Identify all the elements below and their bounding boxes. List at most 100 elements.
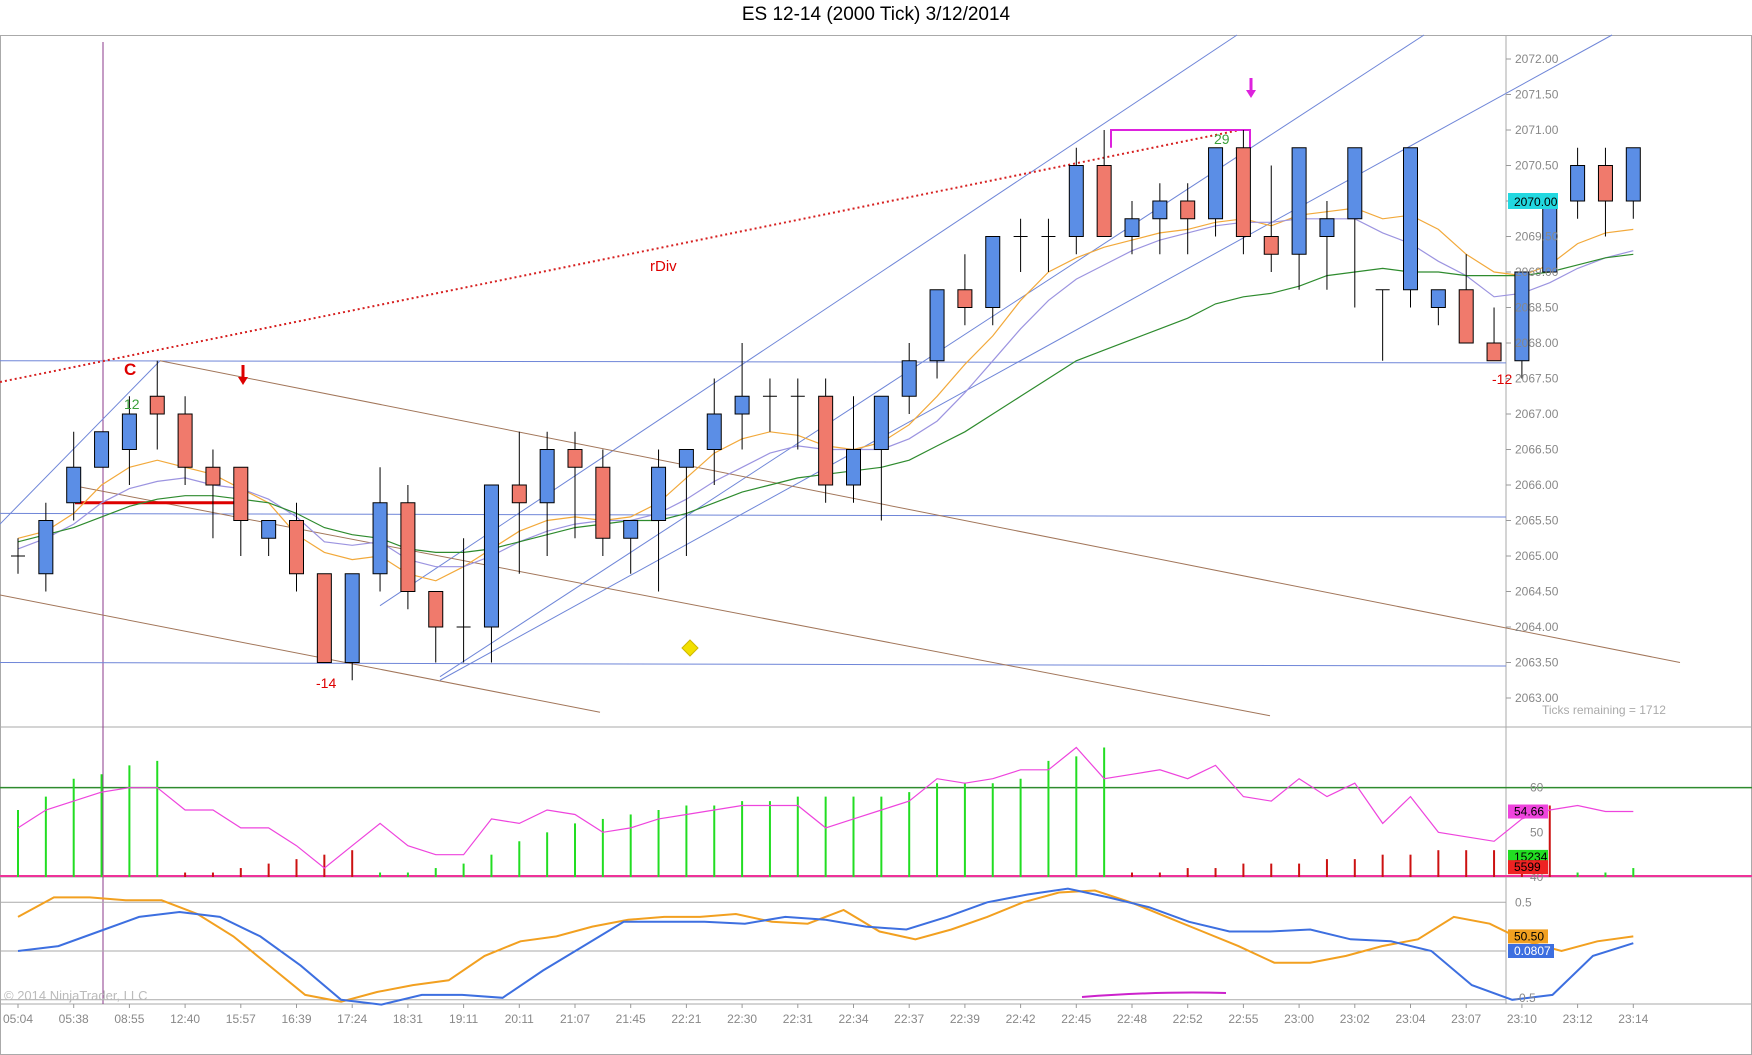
candle-up-body (1319, 218, 1335, 237)
time-tick-label: 23:07 (1451, 1012, 1481, 1026)
candle (651, 449, 667, 592)
candle (1291, 147, 1307, 290)
candle-down-body (149, 395, 165, 415)
midline (0, 512, 1507, 518)
candle (1542, 200, 1558, 273)
candle (1458, 254, 1474, 344)
time-tick-label: 22:42 (1006, 1012, 1036, 1026)
candle (1570, 147, 1586, 219)
div-29-label: 29 (1214, 131, 1230, 147)
candle (957, 254, 973, 326)
channel-line-brown-2 (159, 360, 1681, 663)
time-tick-label: 22:30 (727, 1012, 757, 1026)
div-12-label: 12 (124, 396, 140, 412)
candle-down-body (1458, 289, 1474, 344)
price-tick-label: 2070.50 (1515, 159, 1559, 173)
candle-up-body (539, 449, 555, 504)
price-axis: 2063.00 2063.50 2064.00 2064.50 2065.00 2065.… (1506, 52, 1559, 705)
candle-down-body (957, 289, 973, 308)
candle (372, 467, 388, 592)
price-tick-label: 2063.00 (1515, 691, 1559, 705)
candle (567, 431, 583, 539)
time-tick-label: 22:39 (950, 1012, 980, 1026)
candle-down-body (1235, 147, 1251, 237)
volume-tick-label: 50 (1530, 825, 1544, 839)
candle (1514, 271, 1530, 379)
candle-up-body (929, 289, 945, 362)
time-tick-label: 16:39 (281, 1012, 311, 1026)
candle (177, 396, 193, 485)
candle-up-body (1152, 200, 1168, 220)
price-tick-label: 2066.00 (1515, 478, 1559, 492)
osc-blue-label-box (1508, 944, 1554, 958)
candle-up-body (873, 395, 889, 450)
candle (901, 343, 917, 414)
price-tick-label: 2071.50 (1515, 88, 1559, 102)
candle-down-body (400, 502, 416, 592)
candle (1430, 289, 1446, 326)
candle (1263, 165, 1279, 272)
candle (1041, 218, 1056, 272)
price-tick-label: 2065.50 (1515, 514, 1559, 528)
candle-up-body (1068, 165, 1084, 237)
candle-down-body (205, 466, 221, 486)
volume-tick-label: 60 (1530, 781, 1544, 795)
candle-up-body (1514, 271, 1530, 362)
rdiv-line (0, 129, 1241, 384)
candle-up-body (901, 360, 917, 397)
price-tick-label: 2063.50 (1515, 656, 1559, 670)
time-tick-label: 23:14 (1618, 1012, 1648, 1026)
price-tick-label: 2069.50 (1515, 230, 1559, 244)
candle (38, 502, 54, 592)
price-tick-label: 2071.00 (1515, 123, 1559, 137)
time-tick-label: 23:04 (1395, 1012, 1425, 1026)
candle-up-body (1430, 289, 1446, 308)
candle-down-body (1180, 200, 1196, 220)
candle-up-body (1403, 147, 1418, 291)
time-tick-label: 21:07 (560, 1012, 590, 1026)
price-tick-label: 2064.50 (1515, 585, 1559, 599)
candle (1625, 147, 1641, 219)
time-tick-label: 22:52 (1173, 1012, 1203, 1026)
candle (511, 431, 527, 574)
candle (818, 378, 834, 503)
candle-up-body (1570, 165, 1586, 202)
rdiv-label: rDiv (650, 258, 677, 275)
time-tick-label: 20:11 (505, 1012, 534, 1026)
candle (456, 538, 471, 663)
candle (539, 431, 555, 556)
c-label: C (124, 360, 136, 379)
arrow-head (1246, 90, 1256, 98)
candle (261, 520, 277, 556)
arrow-head (238, 377, 248, 385)
candle (121, 396, 137, 485)
candle (706, 378, 722, 485)
candle (1180, 183, 1196, 255)
candle (846, 396, 861, 503)
price-tick-label: 2068.00 (1515, 336, 1559, 350)
price-tick-label: 2066.50 (1515, 443, 1559, 457)
candle-up-body (121, 413, 137, 450)
time-tick-label: 12:40 (170, 1012, 200, 1026)
time-tick-label: 21:45 (616, 1012, 646, 1026)
price-tick-label: 2068.50 (1515, 301, 1559, 315)
support-line (0, 662, 1507, 667)
candle (400, 485, 416, 610)
candle (94, 431, 110, 468)
time-tick-label: 22:34 (838, 1012, 868, 1026)
watermark: © 2014 NinjaTrader, LLC (4, 988, 148, 1003)
candle (873, 395, 889, 521)
candle-down-body (177, 413, 193, 468)
candle (1347, 147, 1363, 308)
candle (1486, 307, 1502, 362)
volume-down-label: 5599 (1514, 860, 1541, 874)
candle-down-body (233, 466, 249, 521)
candle-up-body (651, 466, 667, 521)
candle-up-body (38, 520, 54, 575)
candle-up-body (94, 431, 110, 468)
candle (316, 573, 332, 663)
candle-up-body (734, 395, 750, 415)
time-tick-label: 05:04 (3, 1012, 33, 1026)
